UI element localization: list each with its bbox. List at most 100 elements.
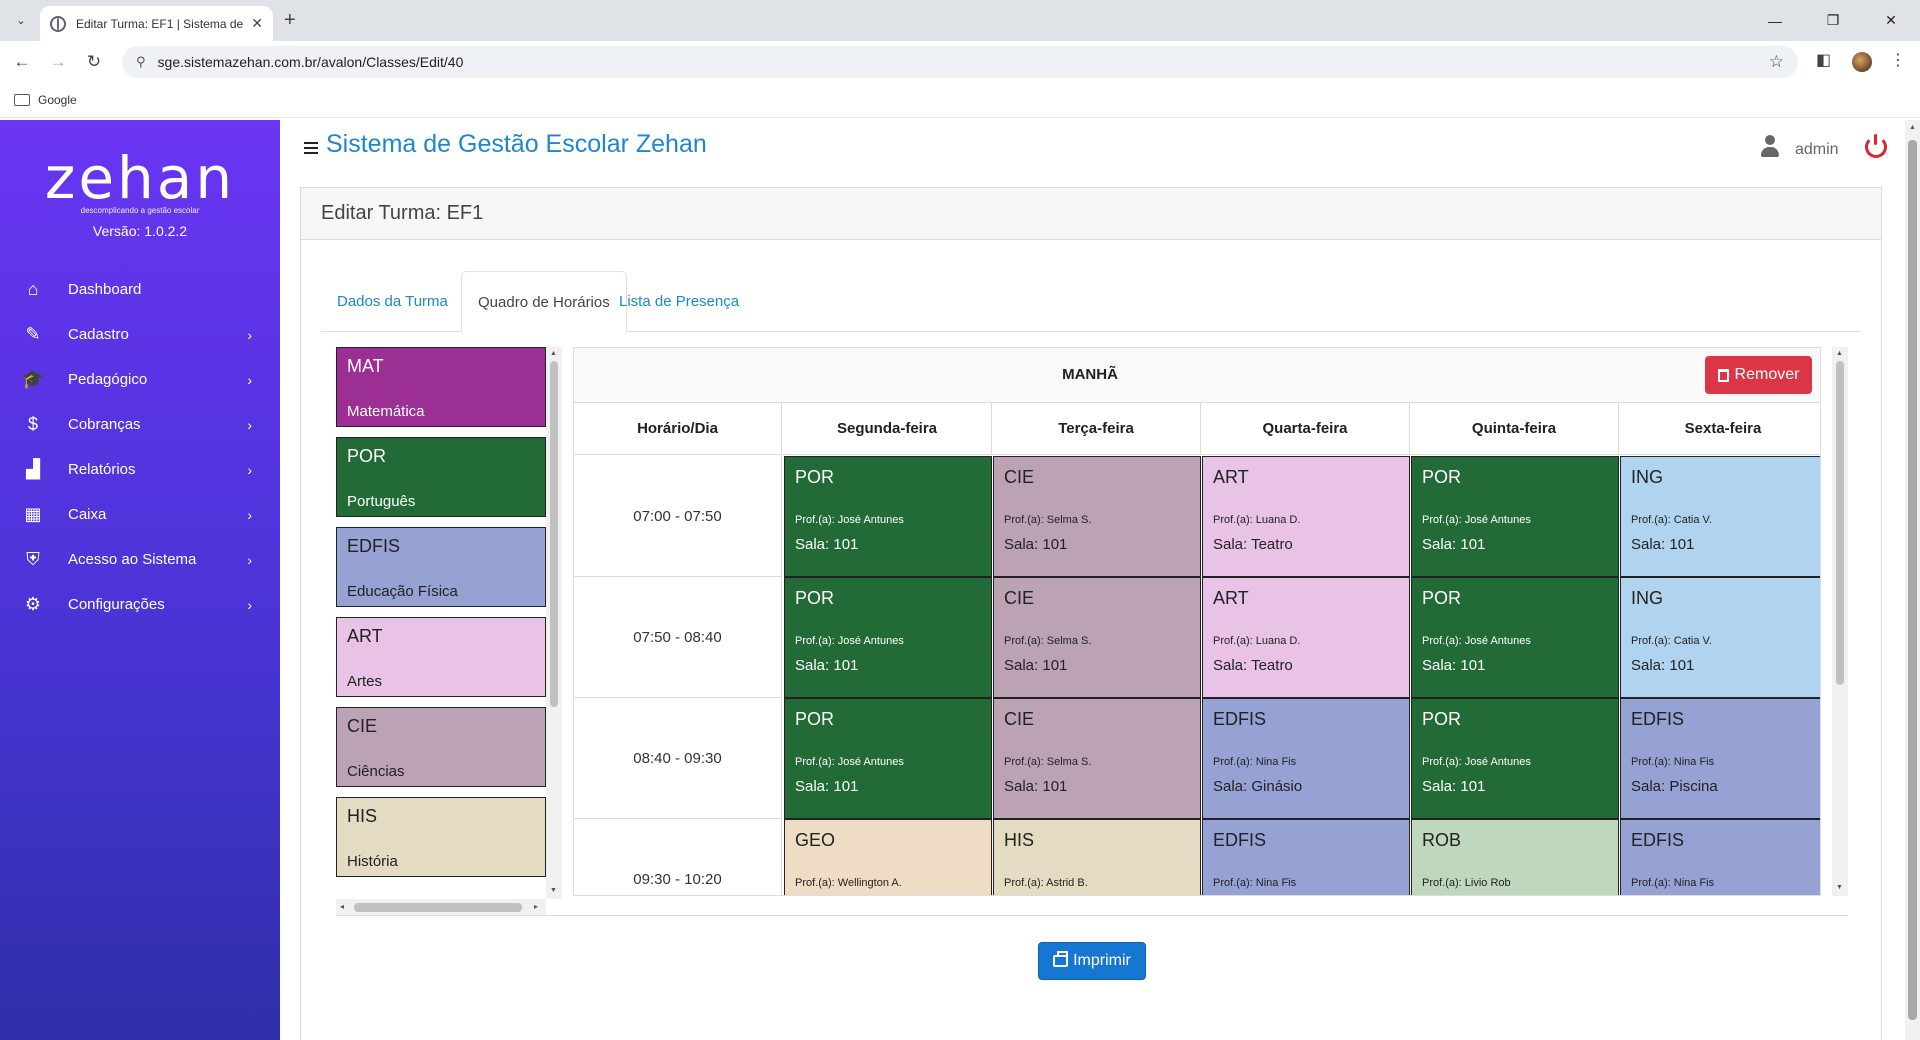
slot-subject-code: HIS bbox=[1004, 830, 1035, 850]
schedule-slot[interactable]: ING Prof.(a): Catia V. Sala: 101 bbox=[1620, 577, 1820, 698]
calculator-icon: ▦ bbox=[24, 504, 42, 524]
schedule-vscroll-thumb[interactable] bbox=[1836, 361, 1844, 685]
sidebar-item-configuracoes[interactable]: ⚙ Configurações › bbox=[0, 582, 280, 627]
side-panel-icon[interactable]: ◧ bbox=[1816, 52, 1832, 69]
schedule-slot[interactable]: POR Prof.(a): José Antunes Sala: 101 bbox=[784, 698, 992, 819]
slot-teacher: Prof.(a): José Antunes bbox=[795, 514, 904, 526]
hamburger-menu-icon[interactable] bbox=[304, 142, 318, 154]
sidebar-item-acesso-ao-sistema[interactable]: ⛨ Acesso ao Sistema › bbox=[0, 537, 280, 582]
page-scrollbar[interactable]: ▲ bbox=[1905, 120, 1920, 1040]
slot-room: Sala: 101 bbox=[1004, 536, 1068, 553]
slot-room: Sala: 101 bbox=[795, 657, 859, 674]
tab-search-button[interactable]: ⌄ bbox=[16, 14, 26, 27]
browser-tab[interactable]: Editar Turma: EF1 | Sistema de G ✕ bbox=[40, 6, 273, 41]
bookmark-star-icon[interactable]: ☆ bbox=[1768, 52, 1784, 71]
slot-teacher: Prof.(a): Luana D. bbox=[1213, 635, 1301, 647]
schedule-slot[interactable]: POR Prof.(a): José Antunes Sala: 101 bbox=[784, 456, 992, 577]
subject-card-cie[interactable]: CIE Ciências bbox=[336, 707, 546, 787]
time-slot-label: 08:40 - 09:30 bbox=[574, 698, 782, 819]
site-settings-icon[interactable]: ⚲ bbox=[136, 54, 146, 69]
slot-teacher: Prof.(a): Wellington A. bbox=[795, 877, 902, 889]
schedule-slot[interactable]: ING Prof.(a): Catia V. Sala: 101 bbox=[1620, 456, 1820, 577]
slot-room: Sala: Teatro bbox=[1213, 657, 1293, 674]
sidebar-item-relatorios[interactable]: ▟ Relatórios › bbox=[0, 447, 280, 492]
schedule-slot[interactable]: EDFIS Prof.(a): Nina Fis bbox=[1202, 819, 1410, 895]
back-button[interactable]: ← bbox=[13, 52, 31, 71]
tab-lista-de-presenca[interactable]: Lista de Presença bbox=[619, 293, 740, 310]
schedule-slot[interactable]: POR Prof.(a): José Antunes Sala: 101 bbox=[784, 577, 992, 698]
schedule-slot[interactable]: CIE Prof.(a): Selma S. Sala: 101 bbox=[993, 577, 1201, 698]
remove-button[interactable]: Remover bbox=[1705, 356, 1812, 394]
subject-name: Matemática bbox=[347, 403, 425, 420]
palette-vscroll-thumb[interactable] bbox=[550, 361, 558, 707]
schedule-slot[interactable]: HIS Prof.(a): Astrid B. bbox=[993, 819, 1201, 895]
subject-code: MAT bbox=[347, 356, 384, 376]
subject-code: CIE bbox=[347, 716, 378, 736]
schedule-grid: MANHÃ Remover Horário/Dia Segunda-feira Te… bbox=[573, 347, 1821, 896]
schedule-slot[interactable]: CIE Prof.(a): Selma S. Sala: 101 bbox=[993, 698, 1201, 819]
sidebar-item-cobrancas[interactable]: $ Cobranças › bbox=[0, 402, 280, 447]
slot-subject-code: POR bbox=[795, 588, 835, 608]
subject-code: POR bbox=[347, 446, 387, 466]
sidebar-item-dashboard[interactable]: ⌂ Dashboard bbox=[0, 267, 280, 312]
schedule-slot[interactable]: ROB Prof.(a): Livio Rob bbox=[1411, 819, 1619, 895]
page-scrollbar-thumb[interactable] bbox=[1908, 140, 1917, 1020]
close-tab-icon[interactable]: ✕ bbox=[251, 15, 263, 31]
slot-teacher: Prof.(a): Nina Fis bbox=[1213, 756, 1297, 768]
schedule-slot[interactable]: EDFIS Prof.(a): Nina Fis Sala: Piscina bbox=[1620, 698, 1820, 819]
schedule-slot[interactable]: CIE Prof.(a): Selma S. Sala: 101 bbox=[993, 456, 1201, 577]
sidebar-item-caixa[interactable]: ▦ Caixa › bbox=[0, 492, 280, 537]
schedule-slot[interactable]: ART Prof.(a): Luana D. Sala: Teatro bbox=[1202, 456, 1410, 577]
schedule-slot[interactable]: POR Prof.(a): José Antunes Sala: 101 bbox=[1411, 698, 1619, 819]
user-name[interactable]: admin bbox=[1795, 141, 1839, 158]
sidebar-item-cadastro[interactable]: ✎ Cadastro › bbox=[0, 312, 280, 357]
profile-avatar[interactable] bbox=[1852, 52, 1872, 72]
chrome-menu-icon[interactable]: ⋮ bbox=[1890, 52, 1906, 69]
remove-button-label: Remover bbox=[1734, 366, 1800, 383]
palette-vertical-scrollbar[interactable]: ▲ ▼ bbox=[546, 347, 562, 899]
slot-room: Sala: 101 bbox=[1004, 657, 1068, 674]
browser-tab-bar: ⌄ Editar Turma: EF1 | Sistema de G ✕ + —… bbox=[0, 0, 1920, 41]
schedule-slot[interactable]: GEO Prof.(a): Wellington A. bbox=[784, 819, 992, 895]
subject-card-art[interactable]: ART Artes bbox=[336, 617, 546, 697]
schedule-vertical-scrollbar[interactable]: ▲ ▼ bbox=[1832, 347, 1848, 896]
chevron-right-icon: › bbox=[247, 506, 252, 523]
schedule-slot[interactable]: POR Prof.(a): José Antunes Sala: 101 bbox=[1411, 456, 1619, 577]
slot-subject-code: POR bbox=[795, 709, 835, 729]
schedule-slot[interactable]: ART Prof.(a): Luana D. Sala: Teatro bbox=[1202, 577, 1410, 698]
minimize-button[interactable]: — bbox=[1768, 12, 1782, 29]
bookmark-google[interactable]: Google bbox=[38, 92, 77, 107]
printer-icon bbox=[1053, 951, 1069, 967]
schedule-slot[interactable]: EDFIS Prof.(a): Nina Fis Sala: Ginásio bbox=[1202, 698, 1410, 819]
tab-quadro-de-horarios[interactable]: Quadro de Horários bbox=[461, 271, 627, 333]
palette-hscroll-thumb[interactable] bbox=[354, 903, 522, 912]
globe-icon bbox=[50, 15, 66, 32]
slot-subject-code: CIE bbox=[1004, 588, 1035, 608]
slot-teacher: Prof.(a): Astrid B. bbox=[1004, 877, 1088, 889]
subject-name: História bbox=[347, 853, 398, 870]
tab-title: Editar Turma: EF1 | Sistema de G bbox=[76, 16, 246, 31]
slot-teacher: Prof.(a): Nina Fis bbox=[1631, 756, 1715, 768]
bookmarks-bar: Google bbox=[0, 82, 1920, 118]
print-button[interactable]: Imprimir bbox=[1038, 942, 1146, 980]
schedule-slot[interactable]: POR Prof.(a): José Antunes Sala: 101 bbox=[1411, 577, 1619, 698]
reload-button[interactable]: ↻ bbox=[86, 52, 102, 71]
gear-icon: ⚙ bbox=[24, 594, 42, 614]
sidebar-item-pedagogico[interactable]: 🎓 Pedagógico › bbox=[0, 357, 280, 402]
column-header-day: Terça-feira bbox=[992, 403, 1201, 455]
new-tab-button[interactable]: + bbox=[284, 9, 296, 31]
palette-horizontal-scrollbar[interactable]: ◂ ▸ bbox=[336, 899, 546, 915]
close-window-button[interactable]: ✕ bbox=[1885, 12, 1897, 28]
subject-card-mat[interactable]: MAT Matemática bbox=[336, 347, 546, 427]
subject-card-por[interactable]: POR Português bbox=[336, 437, 546, 517]
address-bar[interactable]: ⚲ sge.sistemazehan.com.br/avalon/Classes… bbox=[122, 46, 1798, 78]
logout-power-icon[interactable] bbox=[1865, 134, 1887, 158]
sidebar-item-label: Dashboard bbox=[68, 281, 142, 298]
tab-dados-da-turma[interactable]: Dados da Turma bbox=[337, 293, 448, 310]
restore-button[interactable]: ❐ bbox=[1826, 12, 1840, 28]
schedule-slot[interactable]: EDFIS Prof.(a): Nina Fis bbox=[1620, 819, 1820, 895]
chart-icon: ▟ bbox=[26, 459, 40, 479]
forward-button[interactable]: → bbox=[49, 52, 67, 71]
subject-card-edfis[interactable]: EDFIS Educação Física bbox=[336, 527, 546, 607]
subject-card-his[interactable]: HIS História bbox=[336, 797, 546, 877]
